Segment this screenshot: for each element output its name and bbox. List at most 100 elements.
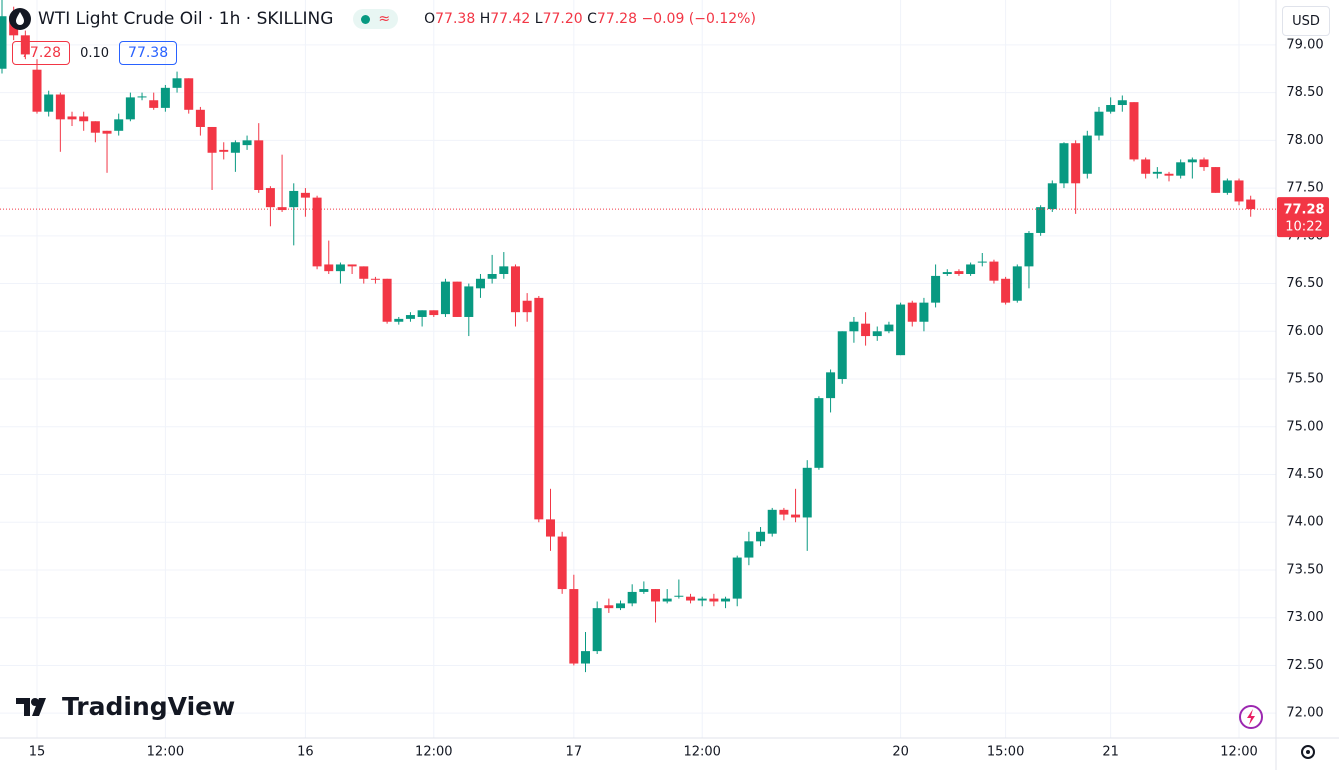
candle-body [709, 598, 719, 602]
y-tick-label: 74.00 [1286, 515, 1323, 530]
candle-body [756, 531, 766, 542]
logo: TradingView [16, 692, 235, 721]
candle-body [265, 188, 275, 208]
candle-body [896, 304, 906, 356]
ohlc-label: C [587, 11, 597, 27]
candle-body [849, 321, 859, 332]
candle-body [581, 651, 590, 664]
candle-body [359, 266, 369, 279]
x-tick-label: 12:00 [147, 745, 184, 760]
candle-body [1001, 278, 1011, 303]
candle-body [464, 286, 474, 317]
candle-body [440, 281, 450, 315]
x-tick-label: 12:00 [415, 745, 452, 760]
candle-body [67, 116, 77, 120]
ohlc-label: O [424, 11, 436, 27]
y-tick-label: 77.50 [1286, 181, 1323, 196]
candle-body [242, 140, 252, 146]
candle-body [114, 119, 124, 131]
candle-body [627, 591, 637, 604]
candle-body [195, 109, 205, 127]
candle-body [779, 509, 789, 515]
candle-body [651, 589, 661, 602]
candle-body [1036, 207, 1046, 233]
symbol-icon [9, 8, 31, 30]
candle-body [55, 94, 65, 120]
candle-body [1094, 111, 1104, 136]
price-tag [1277, 197, 1329, 238]
candle-body [1234, 180, 1244, 202]
candle-body [1106, 105, 1116, 112]
ohlc-values: O77.38 H77.42 L77.20 C77.28 −0.09 (−0.12… [424, 11, 756, 27]
candle-body [324, 264, 334, 272]
candle-body [487, 274, 497, 279]
candle-body [510, 266, 520, 313]
candle-body [686, 596, 696, 601]
candle-body [1222, 180, 1232, 193]
y-tick-label: 76.00 [1286, 324, 1323, 339]
candle-body [172, 78, 182, 88]
y-tick-label: 75.00 [1286, 419, 1323, 434]
candle-body [1211, 167, 1221, 193]
candle-body [44, 94, 54, 112]
candle-body [347, 264, 357, 267]
ohlc-value: 77.38 [435, 11, 476, 27]
candle-body [32, 69, 42, 112]
candle-body [300, 192, 310, 198]
candle-body [767, 509, 777, 534]
candle-body [137, 96, 147, 98]
y-tick-label: 79.00 [1286, 37, 1323, 52]
x-tick-label: 17 [566, 745, 583, 760]
x-tick-label: 20 [892, 745, 909, 760]
candle-body [1164, 173, 1174, 176]
candle-body [1141, 159, 1151, 174]
candle-body [207, 126, 217, 153]
candle-body [872, 331, 882, 337]
y-tick-label: 72.00 [1286, 706, 1323, 721]
x-tick-label: 12:00 [1220, 745, 1257, 760]
candle-body [919, 302, 929, 322]
x-tick-label: 15 [29, 745, 46, 760]
y-tick-label: 76.50 [1286, 276, 1323, 291]
candle-body [1199, 159, 1209, 168]
status-pill[interactable]: ≈ [353, 9, 399, 29]
settings-button[interactable] [1298, 742, 1318, 762]
change: −0.09 (−0.12%) [641, 11, 756, 27]
candle-body [674, 595, 684, 597]
y-tick-label: 78.50 [1286, 85, 1323, 100]
candle-body [370, 278, 380, 280]
x-tick-label: 16 [297, 745, 314, 760]
buy-price[interactable]: 77.38 [119, 41, 178, 65]
ohlc-value: 77.20 [542, 11, 583, 27]
candle-body [721, 598, 731, 602]
candle-body [545, 519, 555, 537]
candle-body [394, 318, 404, 322]
candle-body [639, 589, 649, 592]
candle-body [861, 323, 871, 337]
x-tick-label: 12:00 [683, 745, 720, 760]
ohlc-value: 77.28 [596, 11, 637, 27]
candle-body [1071, 143, 1081, 184]
candle-body [254, 140, 264, 190]
candle-body [335, 264, 345, 272]
candle-body [1117, 100, 1127, 106]
currency-button[interactable]: USD [1282, 6, 1330, 36]
candle-body [1024, 232, 1034, 267]
sell-price[interactable]: 77.28 [12, 41, 71, 65]
y-tick-label: 74.50 [1286, 467, 1323, 482]
candle-body [1176, 162, 1186, 176]
lightning-button[interactable] [1238, 704, 1264, 730]
candle-body [90, 121, 100, 133]
y-tick-label: 72.50 [1286, 658, 1323, 673]
candle-body [125, 97, 135, 120]
candle-body [826, 372, 836, 399]
legend-header: WTI Light Crude Oil · 1h · SKILLING ≈ O7… [8, 7, 756, 31]
candle-body [1012, 266, 1022, 301]
y-tick-label: 78.00 [1286, 133, 1323, 148]
candle-body [732, 557, 742, 599]
candle-body [219, 149, 229, 152]
candle-body [966, 264, 976, 275]
trade-boxes: 77.28 0.10 77.38 [12, 41, 178, 65]
candle-body [662, 598, 672, 602]
